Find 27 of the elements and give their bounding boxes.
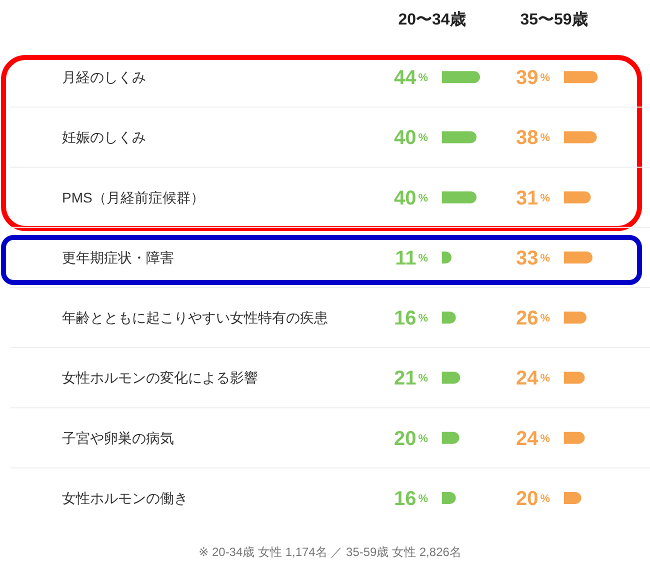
data-label: 40% [394,187,428,210]
category-label: 月経のしくみ [62,69,146,86]
data-label: 26% [516,308,550,330]
category-label: 女性ホルモンの変化による影響 [62,370,258,386]
category-label: PMS（月経前症候群） [62,189,204,206]
data-label: 39% [516,67,550,90]
data-label: 31% [516,187,550,210]
data-label: 40% [394,127,428,150]
category-label: 子宮や卵巣の病気 [62,430,174,446]
title: 35〜59歳 [520,12,588,28]
annotation: ※ 20-34歳 女性 1,174名 ／ 35-59歳 女性 2,826名 [198,545,462,559]
data-label: 16% [394,488,428,510]
data-label: 44% [394,67,428,90]
data-label: 20% [394,428,428,450]
category-label: 年齢とともに起こりやすい女性特有の疾患 [62,310,328,326]
data-label: 16% [394,308,428,330]
category-label: 女性ホルモンの働き [62,490,188,506]
data-label: 20% [516,488,550,510]
data-label: 24% [516,368,550,390]
data-label: 11% [395,247,428,270]
title: 20〜34歳 [398,12,466,28]
data-label: 38% [516,127,550,150]
data-label: 24% [516,428,550,450]
category-label: 更年期症状・障害 [62,249,174,266]
category-label: 妊娠のしくみ [62,129,146,146]
data-label: 33% [516,247,550,270]
data-label: 21% [394,368,428,390]
